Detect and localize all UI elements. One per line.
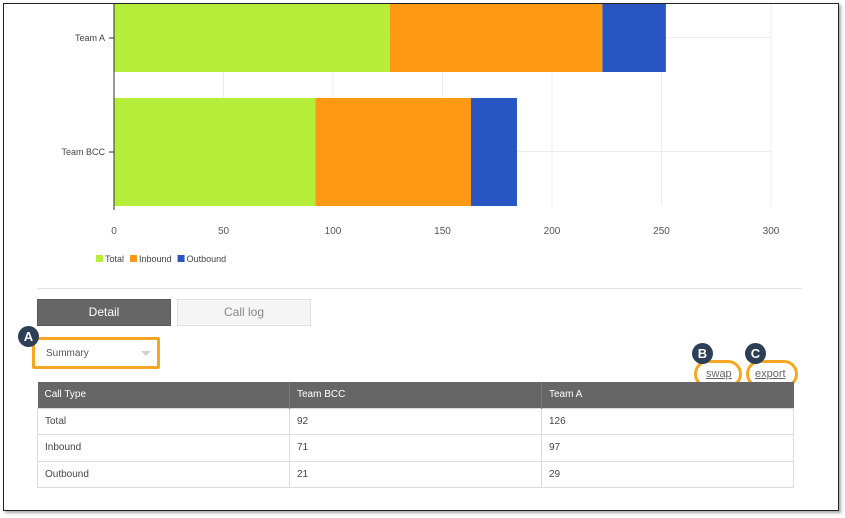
x-tick-label: 300 [763, 226, 780, 237]
callout-a: A [18, 326, 39, 347]
chart-axes: 0 50 100 150 200 250 300 Team A Team BCC [61, 4, 780, 237]
swap-link[interactable]: swap [706, 368, 732, 380]
x-tick-label: 0 [111, 226, 117, 237]
bar-outbound-team-bcc[interactable] [470, 98, 517, 206]
chart-bars [114, 4, 666, 206]
table-cell: Total [37, 407, 290, 435]
tab-call-log[interactable]: Call log [177, 299, 311, 326]
summary-select[interactable]: Summary [32, 337, 160, 369]
legend-swatch [96, 255, 103, 262]
stacked-bar-chart: 0 50 100 150 200 250 300 Team A Team BCC Total In… [61, 4, 780, 264]
x-tick-label: 50 [218, 226, 230, 237]
table-row: Inbound 71 97 [37, 434, 794, 462]
summary-table: Call Type Team BCC Team A Total 92 126 I… [37, 382, 794, 488]
table-row: Outbound 21 29 [37, 460, 794, 488]
x-tick-label: 100 [325, 226, 342, 237]
section-divider [37, 288, 802, 289]
legend-item-total[interactable]: Total [105, 254, 124, 264]
table-header-row: Call Type Team BCC Team A [37, 382, 794, 408]
tab-detail[interactable]: Detail [37, 299, 171, 326]
export-link[interactable]: export [755, 368, 786, 380]
column-header-call-type[interactable]: Call Type [37, 382, 290, 408]
x-tick-label: 150 [434, 226, 451, 237]
legend-swatch [177, 255, 185, 262]
table-cell: Inbound [37, 434, 290, 462]
chart-legend[interactable]: Total Inbound Outbound [96, 254, 226, 264]
bar-total-team-a[interactable] [114, 4, 390, 72]
y-category-label: Team A [75, 33, 105, 43]
callout-c: C [745, 343, 766, 364]
legend-item-inbound[interactable]: Inbound [139, 254, 172, 264]
bar-total-team-bcc[interactable] [114, 98, 316, 206]
y-category-label: Team BCC [61, 147, 105, 157]
x-tick-label: 250 [653, 226, 670, 237]
table-cell: 71 [289, 434, 542, 462]
table-row: Total 92 126 [37, 407, 794, 435]
legend-swatch [130, 255, 138, 262]
app-frame: 0 50 100 150 200 250 300 Team A Team BCC Total In… [3, 3, 839, 511]
bar-inbound-team-bcc[interactable] [315, 98, 471, 206]
table-cell: 21 [289, 460, 542, 488]
column-header-team-a[interactable]: Team A [541, 382, 794, 408]
table-cell: 29 [541, 460, 794, 488]
summary-select-value: Summary [46, 348, 89, 359]
legend-item-outbound[interactable]: Outbound [187, 254, 227, 264]
table-cell: 97 [541, 434, 794, 462]
bar-outbound-team-a[interactable] [602, 4, 666, 72]
table-cell: 92 [289, 407, 542, 435]
chevron-down-icon [141, 351, 151, 356]
table-cell: 126 [541, 407, 794, 435]
bar-inbound-team-a[interactable] [389, 4, 603, 72]
column-header-team-bcc[interactable]: Team BCC [289, 382, 542, 408]
x-tick-label: 200 [544, 226, 561, 237]
table-cell: Outbound [37, 460, 290, 488]
callout-b: B [692, 343, 713, 364]
